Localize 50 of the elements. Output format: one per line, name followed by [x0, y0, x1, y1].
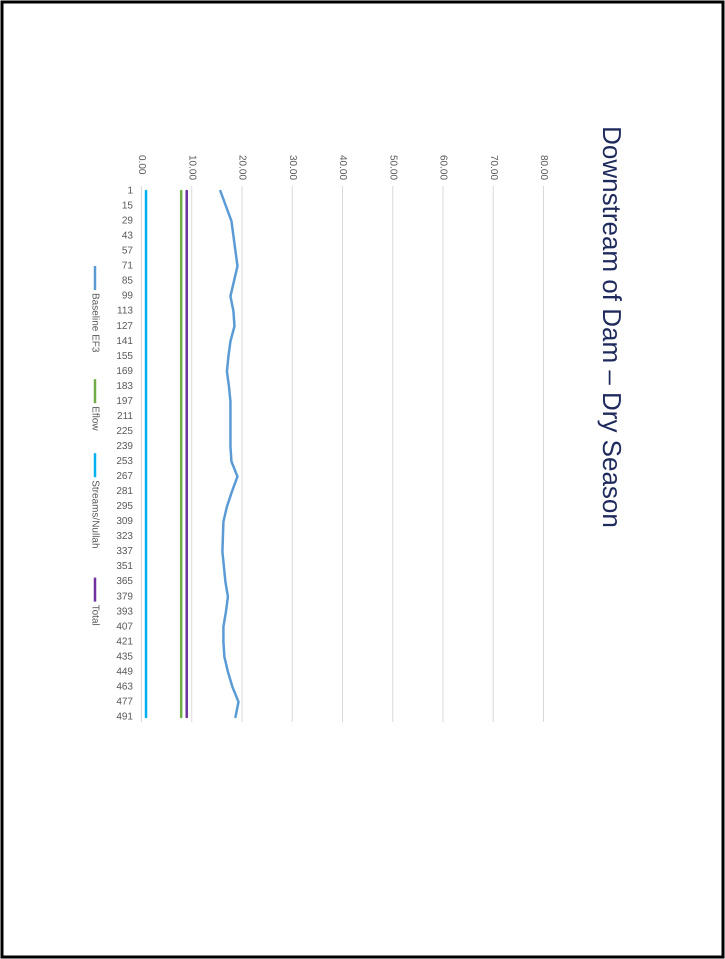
y-tick-label: 281	[116, 486, 134, 498]
y-tick-label: 155	[116, 350, 134, 362]
text: Downstream of Dam – Dry Season	[597, 126, 627, 528]
x-tick-label: 80.00	[538, 155, 549, 180]
x-tick-label: 30.00	[286, 155, 298, 180]
x-tick-label: 50.00	[387, 155, 398, 180]
y-tick-label: 393	[116, 606, 134, 618]
y-tick-label: 29	[122, 216, 134, 227]
y-tick-label: 407	[116, 621, 134, 632]
y-tick-label: 57	[122, 246, 134, 257]
y-tick-label: 43	[122, 230, 134, 242]
y-tick-label: 85	[122, 276, 134, 287]
y-tick-label: 337	[116, 546, 134, 558]
y-tick-label: 141	[116, 336, 134, 347]
y-tick-label: 267	[116, 471, 134, 482]
y-tick-label: 491	[116, 712, 134, 722]
y-tick-label: 323	[116, 531, 134, 542]
x-tick-label: 70.00	[488, 155, 499, 180]
legend-label: Total	[90, 604, 100, 626]
y-tick-label: 225	[116, 426, 134, 437]
y-tick-label: 197	[116, 396, 134, 407]
y-tick-label: 127	[116, 320, 134, 332]
y-tick-label: 421	[116, 636, 134, 648]
y-tick-label: 1	[127, 186, 134, 196]
y-tick-label: 253	[116, 456, 134, 468]
x-tick-label: 60.00	[438, 155, 448, 180]
y-tick-label: 183	[116, 380, 134, 392]
y-tick-label: 449	[116, 666, 134, 678]
y-tick-label: 365	[116, 576, 134, 588]
y-tick-label: 435	[116, 651, 134, 662]
y-tick-label: 379	[116, 591, 134, 602]
y-tick-label: 239	[116, 440, 134, 452]
y-tick-label: 169	[116, 366, 134, 377]
y-tick-label: 351	[116, 561, 134, 572]
legend-label: Eflow	[90, 406, 100, 432]
x-tick-label: 20.00	[236, 155, 248, 180]
y-tick-label: 99	[122, 290, 134, 302]
y-tick-label: 309	[116, 516, 134, 528]
y-tick-label: 477	[116, 696, 134, 708]
x-tick-label: 40.00	[337, 155, 348, 180]
y-tick-label: 15	[122, 200, 134, 212]
y-tick-label: 71	[122, 260, 134, 272]
y-tick-label: 113	[117, 306, 134, 317]
x-tick-label: 0.00	[136, 155, 147, 175]
y-tick-label: 211	[117, 410, 134, 422]
x-tick-label: 10.00	[186, 155, 198, 180]
legend-label: Baseline EF3	[90, 293, 100, 353]
y-tick-label: 295	[116, 501, 134, 512]
y-tick-label: 463	[116, 681, 134, 692]
legend-label: Streams/Nullah	[90, 480, 100, 549]
